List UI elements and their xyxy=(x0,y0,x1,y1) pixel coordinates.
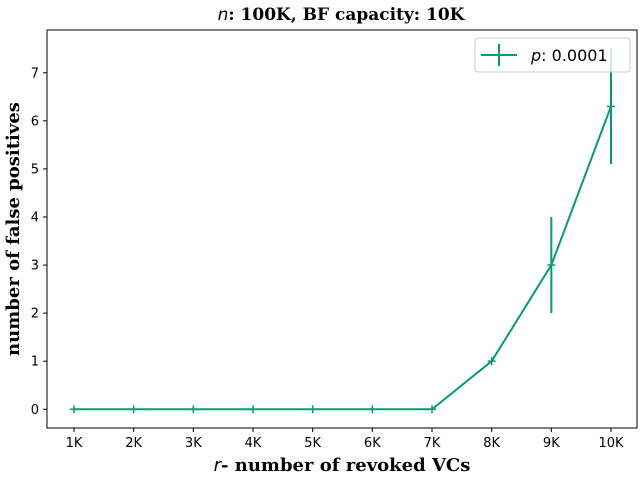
y-tick-label: 4 xyxy=(31,210,39,225)
data-point xyxy=(70,405,78,414)
series-layer xyxy=(70,48,615,414)
x-tick-label: 1K xyxy=(66,436,83,451)
data-point xyxy=(607,102,615,111)
y-axis: 0 1 2 3 4 5 6 7 xyxy=(31,66,47,418)
x-tick-label: 3K xyxy=(185,436,202,451)
y-tick-label: 3 xyxy=(31,259,39,274)
x-tick-label: 6K xyxy=(364,436,381,451)
data-point xyxy=(249,405,257,414)
x-tick-label: 5K xyxy=(304,436,321,451)
data-point xyxy=(308,405,317,414)
x-tick-label: 8K xyxy=(483,436,500,451)
y-tick-label: 0 xyxy=(31,403,39,418)
y-tick-label: 5 xyxy=(31,162,39,177)
data-point xyxy=(487,357,496,366)
legend-label: p: 0.0001 xyxy=(530,46,608,65)
x-tick-label: 7K xyxy=(424,436,441,451)
legend: p: 0.0001 xyxy=(474,37,631,73)
x-tick-label: 4K xyxy=(245,436,262,451)
x-axis-label-rest: - number of revoked VCs xyxy=(221,455,470,476)
series-line xyxy=(74,106,612,411)
data-point xyxy=(189,405,198,414)
y-tick-label: 7 xyxy=(31,66,39,81)
data-point xyxy=(428,405,436,414)
y-tick-label: 1 xyxy=(31,355,39,370)
chart-title: n: 100K, BF capacity: 10K xyxy=(218,5,466,25)
legend-box xyxy=(474,37,631,73)
x-tick-label: 9K xyxy=(543,436,560,451)
data-point xyxy=(129,405,138,414)
x-axis-label-var: r xyxy=(214,455,223,476)
data-point xyxy=(547,261,556,270)
y-tick-label: 2 xyxy=(31,307,39,322)
y-axis-label: number of false positives xyxy=(3,102,24,356)
x-tick-label: 2K xyxy=(125,436,142,451)
x-axis: 1K 2K 3K 4K 5K 6K 7K 8K 9K 10K xyxy=(66,428,624,451)
legend-label-rest: : 0.0001 xyxy=(541,46,607,65)
x-tick-label: 10K xyxy=(598,436,624,451)
y-tick-label: 6 xyxy=(31,114,39,129)
legend-label-var: p xyxy=(530,46,541,65)
chart-title-rest: : 100K, BF capacity: 10K xyxy=(228,5,465,25)
data-point xyxy=(368,405,377,414)
plot-area xyxy=(46,29,638,429)
chart-title-var: n xyxy=(218,5,229,25)
x-axis-label: r- number of revoked VCs xyxy=(214,455,471,476)
